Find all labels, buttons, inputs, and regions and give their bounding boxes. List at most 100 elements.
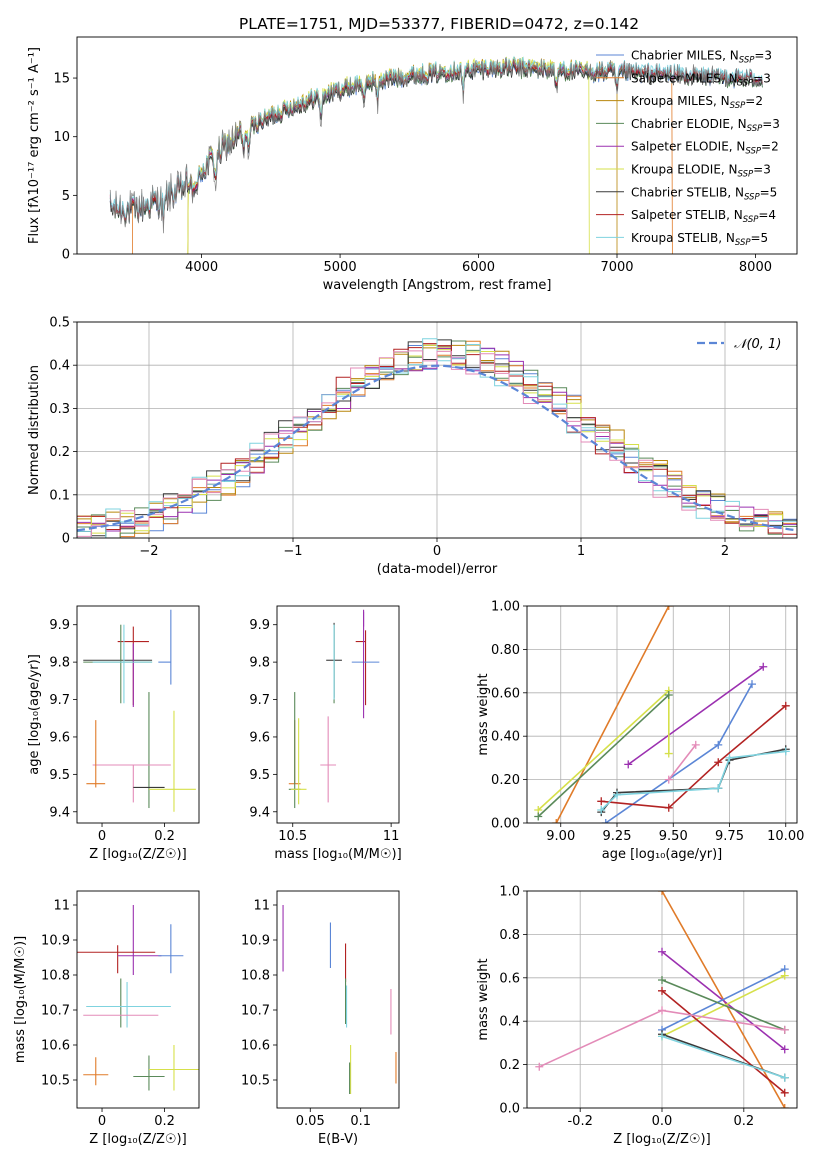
series-path [605,683,753,823]
y-tick-label: 1.0 [499,885,520,900]
axes-frame [76,890,200,1109]
mass-weight-vs-age-panel: 9.00 9.25 9.50 9.75 10.00 0.00 0.20 0.40 0.60 0.8… [476,600,804,863]
histogram-steps [77,350,797,538]
y-tick-label: 9.4 [249,805,270,820]
legend-entry-count: =2 [745,94,763,108]
series-marker [597,797,606,806]
series-marker [664,690,673,699]
legend-entry-name: Salpeter MILES, N [631,71,738,85]
x-tick-label: 9.25 [603,829,632,844]
errorbar-point [92,764,171,803]
errorbar-point [148,710,196,812]
x-tick-label: 0 [98,829,106,844]
mass-vs-metallicity-panel: 0 0.2 10.5 10.6 10.7 10.8 10.9 11 Z [log₁₀(Z/Z☉)… [13,890,200,1147]
y-tick-label: 10.6 [41,1039,70,1054]
errorbar-point [148,1045,199,1091]
x-axis-label: Z [log₁₀(Z/Z☉)] [89,847,186,862]
mass-weight-line [658,965,789,1034]
errorbar-point [133,1055,165,1091]
y-tick-label: 10.9 [41,934,70,949]
series-marker [781,747,790,756]
series-path [661,990,786,1094]
series-marker [601,819,610,823]
axes-frame [526,605,798,824]
y-tick-label: 10 [53,130,70,145]
spectrum-panel: 4000 5000 6000 7000 8000 0 5 10 15 wavelength [An… [27,36,798,293]
legend-entry: Chabrier STELIB, NSSP=5 [631,185,777,202]
legend-entry-count: =3 [753,71,771,85]
x-tick-label: −2 [139,544,158,559]
x-tick-label: −1 [283,544,302,559]
y-tick-label: 9.4 [49,805,70,820]
legend-entry-name: Kroupa ELODIE, N [631,163,738,177]
mass-weight-line [597,747,790,814]
legend-entry: Salpeter MILES, NSSP=3 [631,71,771,88]
legend-entry-name: Chabrier STELIB, N [631,185,744,199]
spectrum-lines [109,55,763,254]
series-marker [780,971,789,980]
series-path [537,694,670,818]
series-marker [780,1025,789,1034]
y-tick-label: 10.5 [241,1074,270,1089]
histograms [77,338,797,538]
y-tick-label: 0.0 [499,1102,520,1117]
mass-weight-line [664,740,700,784]
x-tick-label: 5000 [324,260,357,275]
y-tick-label: 10.7 [241,1004,270,1019]
errorbar-point [320,716,337,803]
y-axis-label: mass weight [476,958,491,1040]
mass-weight-line [597,701,790,812]
y-tick-label: 0.5 [49,316,70,331]
errorbar-point [158,924,184,974]
x-tick-label: 9.75 [715,829,744,844]
errorbar-points [77,905,199,1091]
x-tick-label: 11 [383,829,400,844]
series-marker [780,1088,789,1097]
y-tick-label: 9.6 [49,730,70,745]
legend-entry: Kroupa STELIB, NSSP=5 [631,231,768,248]
y-tick-label: 10.6 [241,1039,270,1054]
errorbar-points [288,609,380,809]
y-tick-label: 0.4 [49,359,70,374]
y-tick-label: 0 [62,532,70,547]
normal-distribution-curve [77,364,797,532]
series-marker [759,662,768,671]
legend-entry-name: Chabrier MILES, N [631,49,739,63]
y-tick-label: 0.2 [49,445,70,460]
legend-entry: Kroupa MILES, NSSP=2 [631,94,763,111]
y-tick-label: 0.40 [491,730,520,745]
legend-entry-sub: SSP [744,192,760,202]
x-axis-label: wavelength [Angstrom, rest frame] [323,278,552,293]
legend-entry-name: Chabrier ELODIE, N [631,117,747,131]
legend-entry-sub: SSP [735,238,751,248]
errorbar-points [282,905,397,1094]
legend-entry-sub: SSP [747,124,763,134]
x-tick-label: 4000 [185,260,218,275]
legend-entry-sub: SSP [739,56,755,66]
errorbar-point [77,945,156,974]
axes-frame [526,890,798,1109]
x-axis-label: age [log₁₀(age/yr)] [602,847,723,862]
mass-vs-extinction-panel: 0.05 0.1 10.5 10.6 10.7 10.8 10.9 11 E(B-V) [241,890,400,1147]
series-path [600,750,786,811]
series-marker [658,975,666,984]
series-path [661,979,786,1031]
legend-entry-count: =3 [762,117,780,131]
mass-weight-line [658,986,789,1097]
y-tick-label: 0 [62,248,70,263]
y-tick-label: 10.8 [41,969,70,984]
mass-weight-line [658,947,789,1054]
errorbar-point [83,1057,109,1086]
legend-entry: Kroupa ELODIE, NSSP=3 [631,163,771,180]
y-tick-label: 11 [253,899,270,914]
legend-entry-sub: SSP [730,101,746,111]
series-path [661,951,786,1051]
legend-entry-sub: SSP [743,215,759,225]
series-marker [658,891,666,895]
errorbar-point [86,720,106,788]
legend-entry-name: Salpeter ELODIE, N [631,140,745,154]
series-marker [714,758,723,767]
y-tick-label: 10.7 [41,1004,70,1019]
